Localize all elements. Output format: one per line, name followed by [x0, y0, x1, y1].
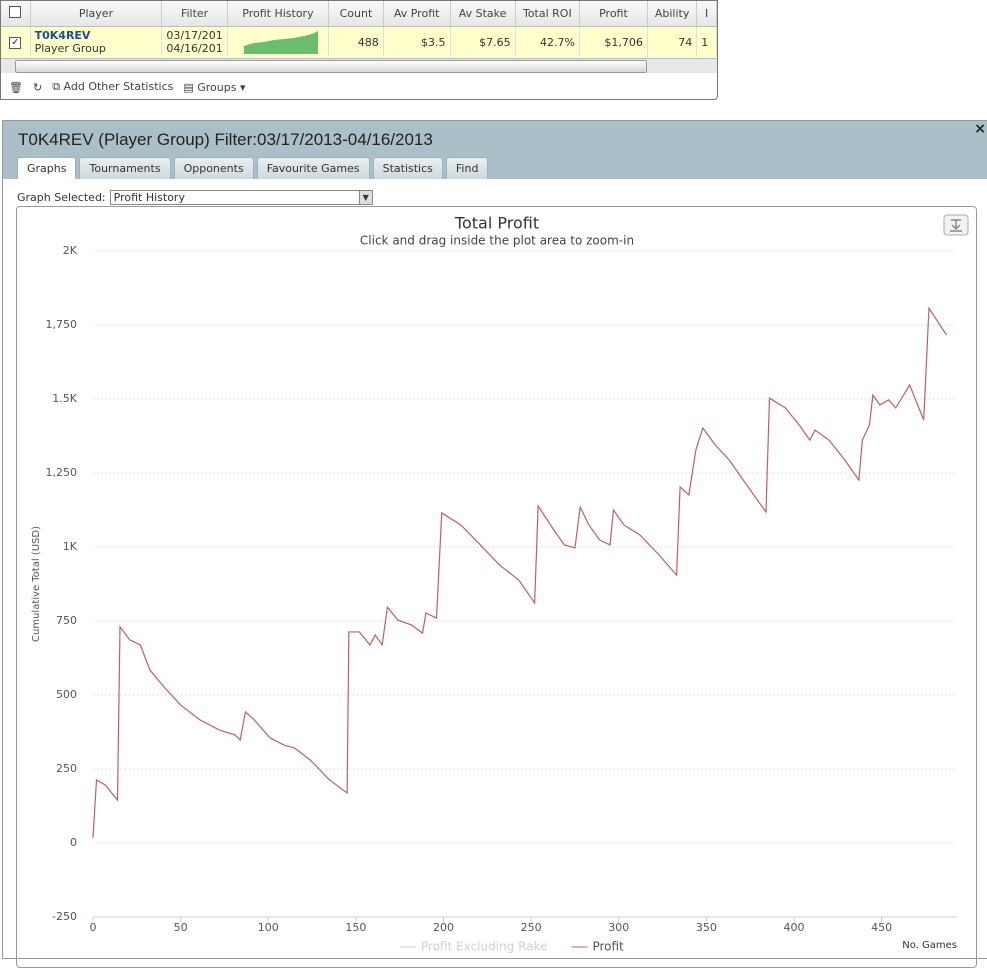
groups[interactable]: ▤ Groups ▾ [183, 80, 246, 94]
stats-grid: Player Filter Profit History Count Av Pr… [0, 0, 718, 100]
y-tick-label: 250 [56, 762, 77, 775]
download-icon [950, 219, 962, 232]
row-check[interactable]: ✓ [1, 26, 31, 57]
filter-cell: 03/17/201 04/16/201 [161, 26, 228, 57]
y-tick-label: 750 [56, 614, 77, 627]
y-tick-label: 1K [63, 540, 78, 553]
add-statistics[interactable]: ⧉ Add Other Statistics [52, 80, 174, 93]
graph-selected-label: Graph Selected: [17, 191, 106, 204]
cell: $1,706 [579, 26, 648, 57]
filter-end: 04/16/201 [166, 42, 223, 55]
add-statistics-label: Add Other Statistics [63, 80, 174, 93]
cell: 42.7% [515, 26, 580, 57]
header[interactable]: Count [328, 1, 384, 27]
legend-label[interactable]: Profit [592, 940, 624, 954]
tab[interactable]: Graphs [17, 157, 77, 179]
header[interactable]: I [696, 1, 717, 27]
grid-table: Player Filter Profit History Count Av Pr… [1, 1, 717, 57]
graph-select[interactable]: Profit History ▼ [109, 190, 373, 205]
legend-label[interactable]: Profit Excluding Rake [421, 940, 547, 954]
tabs: Graphs Tournaments Opponents Favourite G… [17, 157, 489, 179]
y-tick-label: 1,250 [46, 466, 78, 479]
scroll-thumb[interactable] [15, 60, 647, 73]
y-tick-label: 500 [56, 688, 77, 701]
tab[interactable]: Favourite Games [256, 157, 370, 179]
tab[interactable]: Find [445, 157, 489, 179]
x-tick-label: 100 [258, 921, 279, 934]
x-tick-label: 350 [696, 921, 717, 934]
filter-start: 03/17/201 [166, 29, 223, 42]
graph-select-value: Profit History [113, 191, 185, 204]
tab[interactable]: Opponents [173, 157, 254, 179]
y-tick-label: -250 [52, 910, 77, 923]
chart-subtitle: Click and drag inside the plot area to z… [360, 234, 634, 248]
panel-title: T0K4REV (Player Group) Filter:03/17/2013… [18, 130, 433, 149]
y-tick-label: 1,750 [46, 318, 78, 331]
sparkline-area [243, 31, 318, 54]
header[interactable]: Ability [647, 1, 698, 27]
cell: 74 [647, 26, 698, 57]
sparkline [243, 31, 318, 54]
y-tick-label: 0 [70, 836, 77, 849]
tab[interactable]: Tournaments [79, 157, 171, 179]
tab[interactable]: Statistics [372, 157, 443, 179]
header[interactable]: Total ROI [515, 1, 580, 27]
x-tick-label: 50 [174, 921, 188, 934]
select-all[interactable] [1, 1, 31, 27]
x-tick-label: 200 [433, 921, 454, 934]
chart-title: Total Profit [454, 214, 539, 233]
header[interactable]: Filter [161, 1, 228, 27]
header[interactable]: Player [30, 1, 163, 27]
cell: 1 [696, 26, 717, 57]
x-tick-label: 150 [345, 921, 366, 934]
sparkline-cell [227, 26, 330, 57]
close-button[interactable]: × [974, 121, 986, 137]
delete-icon[interactable]: 🗑 [9, 80, 23, 94]
cell: $7.65 [450, 26, 516, 57]
header[interactable]: Av Stake [450, 1, 516, 27]
cell: $3.5 [383, 26, 451, 57]
x-axis-label: No. Games [902, 940, 957, 951]
cell: 488 [328, 26, 384, 57]
player-name[interactable]: T0K4REV [34, 29, 91, 42]
player-group: Player Group [34, 42, 106, 55]
y-axis-label: Cumulative Total (USD) [31, 526, 42, 642]
toolbar: 🗑 ↻ ⧉ Add Other Statistics ▤ Groups ▾ [9, 79, 246, 95]
header[interactable]: Av Profit [383, 1, 451, 27]
x-tick-label: 400 [784, 921, 805, 934]
refresh-icon[interactable]: ↻ [32, 80, 43, 94]
player-cell: T0K4REV Player Group [30, 26, 163, 57]
x-tick-label: 250 [521, 921, 542, 934]
y-tick-label: 1.5K [52, 392, 77, 405]
x-tick-label: 300 [608, 921, 629, 934]
x-tick-label: 450 [871, 921, 892, 934]
graph-panel: T0K4REV (Player Group) Filter:03/17/2013… [2, 120, 987, 959]
profit-line [92, 306, 947, 839]
y-tick-label: 2K [63, 244, 78, 257]
header[interactable]: Profit History [227, 1, 330, 27]
groups-label: Groups [197, 80, 237, 94]
header[interactable]: Profit [579, 1, 648, 27]
graph-selector: Graph Selected: Profit History ▼ [17, 190, 373, 205]
x-tick-label: 0 [90, 921, 97, 934]
h-scrollbar[interactable] [1, 58, 717, 73]
